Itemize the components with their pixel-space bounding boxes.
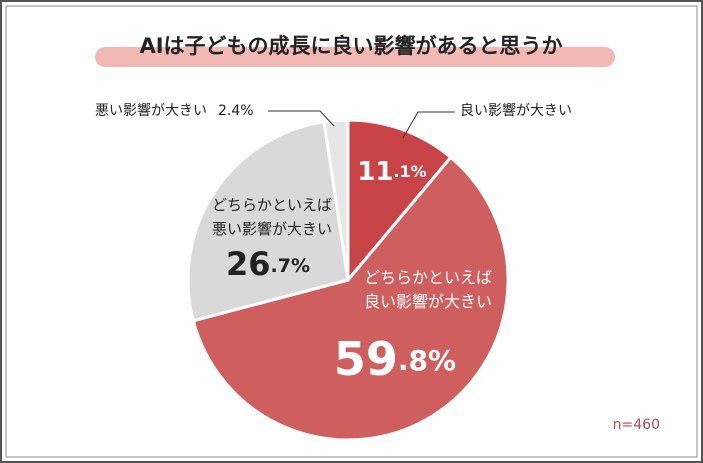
value-label: 59.8% <box>334 332 456 386</box>
category-label: 良い影響が大きい <box>460 102 572 119</box>
value-label: 11.1% <box>357 157 426 187</box>
pie-slice <box>191 155 510 442</box>
pie-slice <box>186 120 350 323</box>
leader-line <box>268 110 335 127</box>
pie-slice <box>322 118 350 281</box>
pie-slice <box>346 118 453 285</box>
value-label: 2.4% <box>218 103 254 119</box>
category-label: どちらかといえば良い影響が大きい <box>364 268 492 311</box>
title-highlight <box>95 47 615 67</box>
sample-size: n=460 <box>613 417 660 433</box>
value-label: 26.7% <box>226 245 310 283</box>
category-label: どちらかといえば悪い影響が大きい <box>212 196 332 238</box>
inner-frame <box>5 5 698 458</box>
leader-line <box>402 111 455 139</box>
category-label: 悪い影響が大きい <box>95 102 207 119</box>
chart-title: AIは子どもの成長に良い影響があると思うか <box>139 34 562 58</box>
